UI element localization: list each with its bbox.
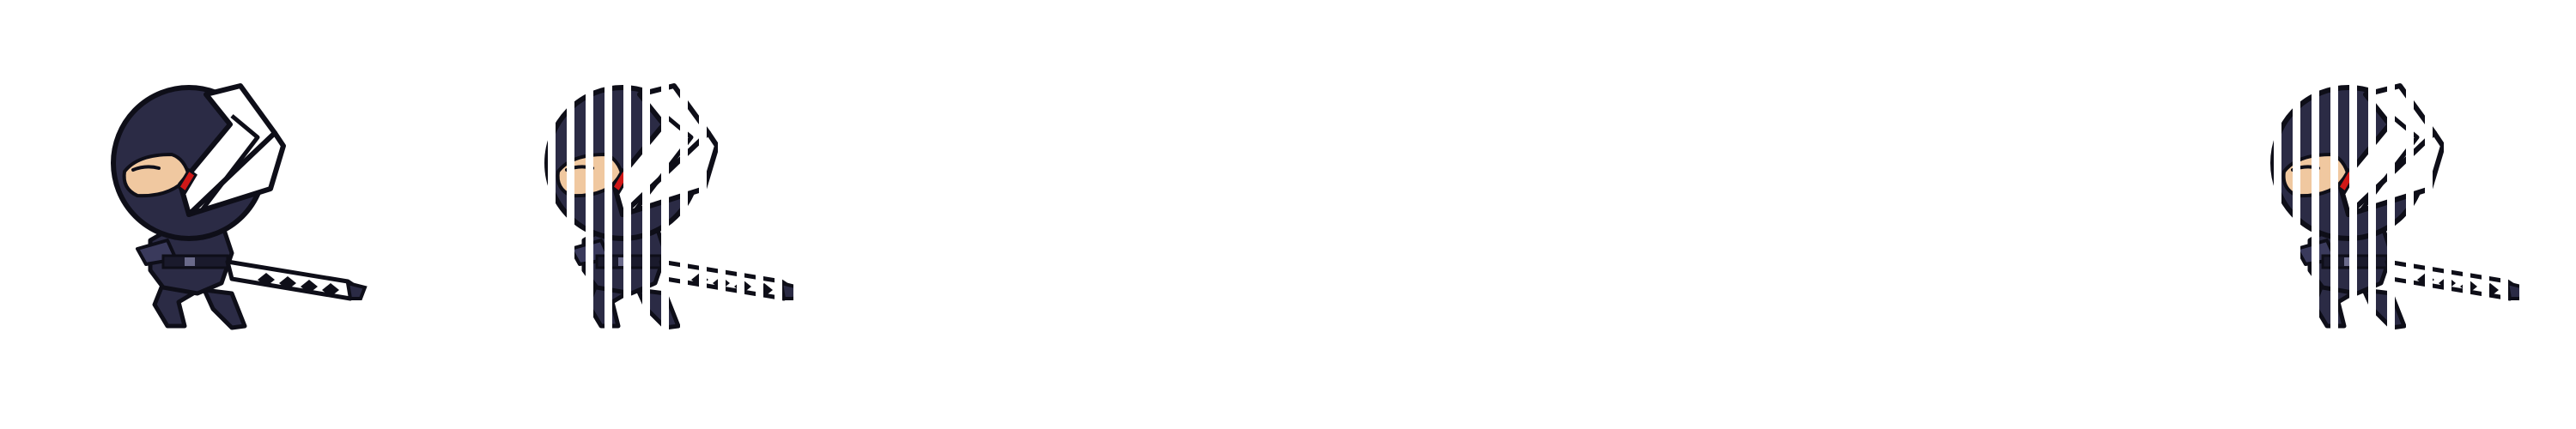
- ninja-sprite-dissolve: [537, 69, 811, 360]
- ninja-frame-1: [103, 69, 378, 360]
- ninja-sprite-dissolve: [2263, 69, 2537, 360]
- ninja-frame-2: [537, 69, 811, 360]
- ninja-sprite: [103, 69, 378, 360]
- ninja-frame-3: [2263, 69, 2537, 360]
